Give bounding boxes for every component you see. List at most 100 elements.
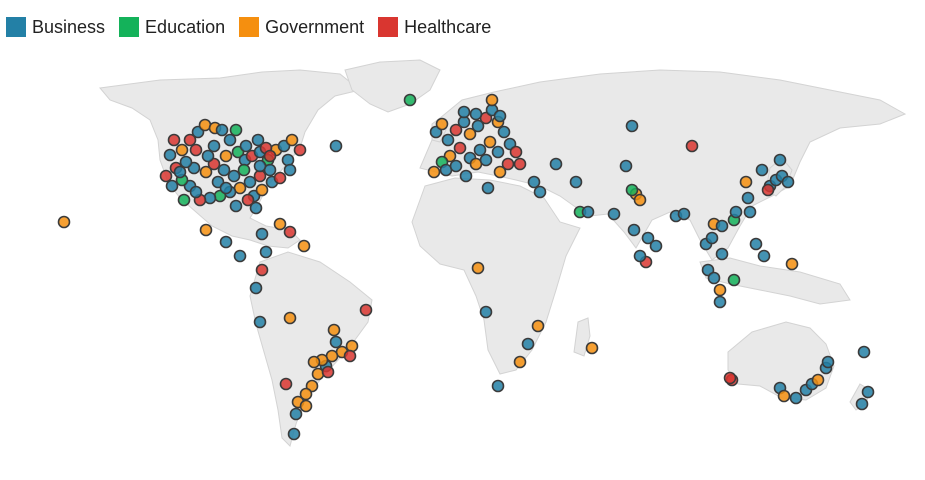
map-marker-education[interactable] xyxy=(237,163,251,177)
map-marker-government[interactable] xyxy=(219,149,233,163)
map-marker-business[interactable] xyxy=(471,119,485,133)
map-marker-business[interactable] xyxy=(713,295,727,309)
map-marker-government[interactable] xyxy=(513,355,527,369)
map-marker-business[interactable] xyxy=(493,109,507,123)
map-marker-government[interactable] xyxy=(273,217,287,231)
map-marker-government[interactable] xyxy=(57,215,71,229)
map-marker-business[interactable] xyxy=(627,223,641,237)
map-marker-business[interactable] xyxy=(497,125,511,139)
map-marker-business[interactable] xyxy=(743,205,757,219)
map-marker-business[interactable] xyxy=(201,149,215,163)
map-marker-government[interactable] xyxy=(435,117,449,131)
map-marker-government[interactable] xyxy=(283,311,297,325)
map-marker-healthcare[interactable] xyxy=(293,143,307,157)
map-marker-government[interactable] xyxy=(493,165,507,179)
map-marker-business[interactable] xyxy=(189,185,203,199)
map-marker-business[interactable] xyxy=(633,249,647,263)
map-marker-business[interactable] xyxy=(473,143,487,157)
map-marker-business[interactable] xyxy=(705,231,719,245)
map-marker-healthcare[interactable] xyxy=(183,133,197,147)
map-marker-business[interactable] xyxy=(527,175,541,189)
map-marker-business[interactable] xyxy=(329,335,343,349)
map-marker-government[interactable] xyxy=(471,261,485,275)
map-marker-healthcare[interactable] xyxy=(453,141,467,155)
map-marker-business[interactable] xyxy=(481,181,495,195)
map-marker-business[interactable] xyxy=(549,157,563,171)
map-marker-business[interactable] xyxy=(607,207,621,221)
map-marker-business[interactable] xyxy=(233,249,247,263)
map-marker-business[interactable] xyxy=(781,175,795,189)
map-marker-business[interactable] xyxy=(741,191,755,205)
map-marker-healthcare[interactable] xyxy=(761,183,775,197)
map-marker-government[interactable] xyxy=(175,143,189,157)
map-marker-business[interactable] xyxy=(479,153,493,167)
map-marker-business[interactable] xyxy=(677,207,691,221)
map-marker-business[interactable] xyxy=(281,153,295,167)
map-marker-business[interactable] xyxy=(179,155,193,169)
map-marker-business[interactable] xyxy=(253,315,267,329)
map-marker-healthcare[interactable] xyxy=(359,303,373,317)
map-marker-business[interactable] xyxy=(821,355,835,369)
map-marker-business[interactable] xyxy=(283,163,297,177)
map-marker-business[interactable] xyxy=(255,227,269,241)
map-marker-healthcare[interactable] xyxy=(279,377,293,391)
map-marker-government[interactable] xyxy=(255,183,269,197)
map-marker-healthcare[interactable] xyxy=(723,371,737,385)
map-marker-healthcare[interactable] xyxy=(159,169,173,183)
map-marker-business[interactable] xyxy=(219,235,233,249)
map-marker-business[interactable] xyxy=(239,139,253,153)
map-marker-business[interactable] xyxy=(173,165,187,179)
map-marker-government[interactable] xyxy=(299,399,313,413)
map-marker-business[interactable] xyxy=(729,205,743,219)
map-marker-government[interactable] xyxy=(633,193,647,207)
map-marker-government[interactable] xyxy=(485,93,499,107)
map-marker-government[interactable] xyxy=(777,389,791,403)
map-marker-government[interactable] xyxy=(297,239,311,253)
map-marker-business[interactable] xyxy=(287,427,301,441)
map-marker-business[interactable] xyxy=(229,199,243,213)
map-marker-business[interactable] xyxy=(649,239,663,253)
map-marker-government[interactable] xyxy=(713,283,727,297)
map-marker-government[interactable] xyxy=(327,323,341,337)
map-marker-government[interactable] xyxy=(345,339,359,353)
legend-item-government[interactable]: Government xyxy=(239,17,364,38)
map-marker-business[interactable] xyxy=(203,191,217,205)
map-marker-business[interactable] xyxy=(581,205,595,219)
map-marker-government[interactable] xyxy=(427,165,441,179)
map-marker-business[interactable] xyxy=(227,169,241,183)
map-marker-education[interactable] xyxy=(177,193,191,207)
map-marker-healthcare[interactable] xyxy=(501,157,515,171)
map-marker-business[interactable] xyxy=(757,249,771,263)
map-marker-healthcare[interactable] xyxy=(263,149,277,163)
map-marker-healthcare[interactable] xyxy=(513,157,527,171)
map-marker-government[interactable] xyxy=(463,127,477,141)
map-marker-business[interactable] xyxy=(857,345,871,359)
map-marker-business[interactable] xyxy=(491,379,505,393)
map-marker-business[interactable] xyxy=(569,175,583,189)
map-marker-business[interactable] xyxy=(469,107,483,121)
map-marker-business[interactable] xyxy=(479,305,493,319)
map-marker-business[interactable] xyxy=(289,407,303,421)
map-marker-business[interactable] xyxy=(217,163,231,177)
map-marker-business[interactable] xyxy=(249,201,263,215)
map-marker-business[interactable] xyxy=(521,337,535,351)
map-marker-government[interactable] xyxy=(311,367,325,381)
map-marker-business[interactable] xyxy=(641,231,655,245)
legend-item-education[interactable]: Education xyxy=(119,17,225,38)
map-marker-government[interactable] xyxy=(285,133,299,147)
map-marker-business[interactable] xyxy=(855,397,869,411)
map-marker-healthcare[interactable] xyxy=(241,193,255,207)
map-marker-business[interactable] xyxy=(441,133,455,147)
map-marker-government[interactable] xyxy=(199,223,213,237)
map-marker-business[interactable] xyxy=(625,119,639,133)
map-marker-healthcare[interactable] xyxy=(449,123,463,137)
map-marker-healthcare[interactable] xyxy=(273,171,287,185)
map-marker-business[interactable] xyxy=(491,145,505,159)
map-marker-government[interactable] xyxy=(307,355,321,369)
map-marker-government[interactable] xyxy=(811,373,825,387)
map-marker-business[interactable] xyxy=(259,245,273,259)
map-marker-business[interactable] xyxy=(707,271,721,285)
map-marker-government[interactable] xyxy=(483,135,497,149)
map-marker-business[interactable] xyxy=(449,159,463,173)
